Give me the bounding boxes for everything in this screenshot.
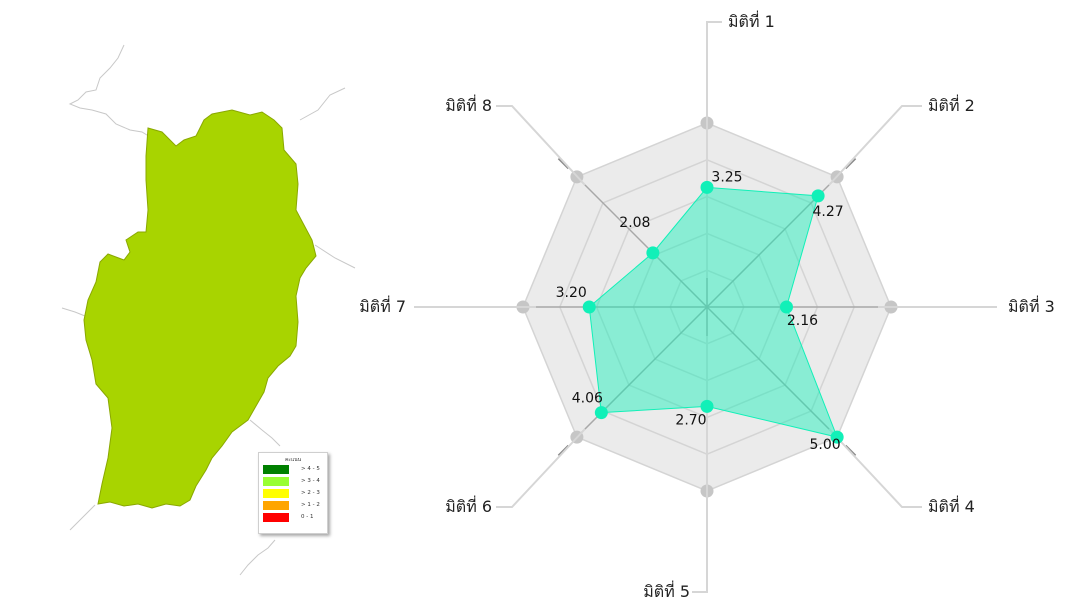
- radar-category-label: มิติที่ 7: [359, 295, 406, 316]
- legend-title: คะแนน: [284, 457, 302, 463]
- radar-value-label: 3.20: [556, 285, 587, 301]
- legend-item: 0 - 1: [263, 513, 323, 522]
- radar-category-label: มิติที่ 3: [1008, 295, 1055, 316]
- radar-category-label: มิติที่ 4: [928, 495, 975, 516]
- radar-category-label: มิติที่ 8: [445, 94, 492, 115]
- legend-label: > 2 - 3: [301, 490, 320, 496]
- radar-value-label: 2.16: [787, 313, 818, 329]
- radar-axis-spoke: [706, 306, 838, 438]
- legend-item: > 3 - 4: [263, 477, 323, 486]
- map-legend: คะแนน > 4 - 5 > 3 - 4 > 2 - 3 > 1 - 2 0 - 1: [258, 452, 328, 534]
- radar-value-label: 4.27: [813, 204, 844, 220]
- legend-swatch: [263, 501, 289, 510]
- legend-label: > 3 - 4: [301, 478, 320, 484]
- legend-item: > 4 - 5: [263, 465, 323, 474]
- radar-data-point[interactable]: [700, 399, 714, 413]
- map-boundary-lines: [61, 44, 356, 576]
- radar-value-label: 2.08: [619, 215, 650, 231]
- radar-data-point[interactable]: [646, 246, 660, 260]
- radar-labels: มิติที่ 1 มิติที่ 2 มิติที่ 3 มิติที่ 4 มิติ…: [359, 10, 1055, 601]
- radar-data-point[interactable]: [811, 189, 825, 203]
- radar-value-label: 2.70: [675, 412, 706, 428]
- province-map: [61, 44, 356, 576]
- radar-data-point[interactable]: [700, 180, 714, 194]
- radar-series: [582, 180, 844, 444]
- legend-label: > 1 - 2: [301, 502, 320, 508]
- radar-axis-tick: [844, 157, 857, 170]
- legend-label: 0 - 1: [301, 514, 314, 520]
- legend-swatch: [263, 513, 289, 522]
- radar-leader-line: [692, 336, 708, 593]
- radar-category-label: มิติที่ 1: [728, 10, 775, 31]
- radar-axis-spoke: [576, 176, 708, 308]
- radar-category-label: มิติที่ 2: [928, 94, 975, 115]
- radar-category-label: มิติที่ 5: [643, 580, 690, 601]
- legend-swatch: [263, 489, 289, 498]
- radar-data-point[interactable]: [779, 300, 793, 314]
- radar-data-point[interactable]: [582, 300, 596, 314]
- radar-axis-tick: [557, 157, 570, 170]
- radar-value-label: 3.25: [711, 169, 742, 185]
- province-shape[interactable]: [83, 109, 317, 509]
- radar-data-point[interactable]: [594, 406, 608, 420]
- radar-value-label: 4.06: [572, 391, 603, 407]
- radar-leader-line: [496, 105, 586, 186]
- legend-item: > 2 - 3: [263, 489, 323, 498]
- radar-leader-line: [828, 105, 922, 186]
- legend-swatch: [263, 465, 289, 474]
- radar-leader-line: [828, 428, 922, 508]
- legend-swatch: [263, 477, 289, 486]
- radar-value-label: 5.00: [810, 437, 841, 453]
- radar-leader-line: [496, 428, 586, 508]
- legend-item: > 1 - 2: [263, 501, 323, 510]
- radar-data-point[interactable]: [830, 430, 844, 444]
- radar-category-label: มิติที่ 6: [445, 495, 492, 516]
- legend-label: > 4 - 5: [301, 466, 320, 472]
